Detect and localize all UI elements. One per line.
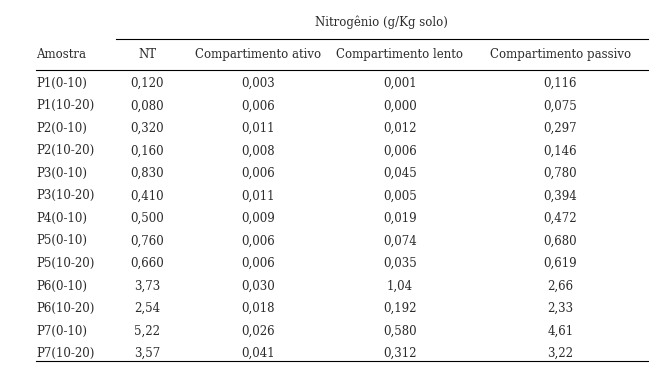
Text: 0,011: 0,011: [241, 122, 274, 135]
Text: 0,619: 0,619: [543, 257, 577, 270]
Text: 0,006: 0,006: [241, 167, 275, 180]
Text: 0,006: 0,006: [241, 99, 275, 113]
Text: 0,011: 0,011: [241, 189, 274, 203]
Text: 0,000: 0,000: [383, 99, 417, 113]
Text: 0,120: 0,120: [130, 77, 164, 90]
Text: 0,019: 0,019: [383, 212, 416, 225]
Text: P7(10-20): P7(10-20): [36, 347, 95, 360]
Text: Nitrogênio (g/Kg solo): Nitrogênio (g/Kg solo): [315, 16, 448, 29]
Text: 0,320: 0,320: [130, 122, 164, 135]
Text: 3,22: 3,22: [547, 347, 573, 360]
Text: 0,006: 0,006: [241, 257, 275, 270]
Text: 0,030: 0,030: [241, 279, 275, 293]
Text: 0,003: 0,003: [241, 77, 275, 90]
Text: P2(0-10): P2(0-10): [36, 122, 87, 135]
Text: 1,04: 1,04: [387, 279, 413, 293]
Text: 2,33: 2,33: [547, 302, 573, 315]
Text: NT: NT: [138, 48, 156, 61]
Text: 3,57: 3,57: [134, 347, 160, 360]
Text: 0,018: 0,018: [241, 302, 274, 315]
Text: P1(0-10): P1(0-10): [36, 77, 87, 90]
Text: 0,830: 0,830: [130, 167, 164, 180]
Text: P7(0-10): P7(0-10): [36, 324, 87, 338]
Text: 0,005: 0,005: [383, 189, 417, 203]
Text: 0,075: 0,075: [543, 99, 577, 113]
Text: 0,041: 0,041: [241, 347, 274, 360]
Text: 3,73: 3,73: [134, 279, 160, 293]
Text: Compartimento lento: Compartimento lento: [336, 48, 463, 61]
Text: P3(0-10): P3(0-10): [36, 167, 87, 180]
Text: Compartimento ativo: Compartimento ativo: [195, 48, 321, 61]
Text: 0,146: 0,146: [543, 144, 577, 158]
Text: Compartimento passivo: Compartimento passivo: [490, 48, 631, 61]
Text: 0,045: 0,045: [383, 167, 417, 180]
Text: 0,080: 0,080: [130, 99, 164, 113]
Text: 0,006: 0,006: [241, 234, 275, 248]
Text: 0,160: 0,160: [130, 144, 164, 158]
Text: 5,22: 5,22: [134, 324, 160, 338]
Text: 0,394: 0,394: [543, 189, 577, 203]
Text: 0,410: 0,410: [130, 189, 164, 203]
Text: P5(10-20): P5(10-20): [36, 257, 95, 270]
Text: 0,001: 0,001: [383, 77, 416, 90]
Text: P2(10-20): P2(10-20): [36, 144, 95, 158]
Text: 0,006: 0,006: [383, 144, 417, 158]
Text: 0,026: 0,026: [241, 324, 274, 338]
Text: P5(0-10): P5(0-10): [36, 234, 87, 248]
Text: 0,009: 0,009: [241, 212, 275, 225]
Text: 0,312: 0,312: [383, 347, 416, 360]
Text: 0,780: 0,780: [543, 167, 577, 180]
Text: Amostra: Amostra: [36, 48, 87, 61]
Text: 0,035: 0,035: [383, 257, 417, 270]
Text: 0,760: 0,760: [130, 234, 164, 248]
Text: 0,500: 0,500: [130, 212, 164, 225]
Text: 0,472: 0,472: [543, 212, 577, 225]
Text: 0,297: 0,297: [543, 122, 577, 135]
Text: 0,580: 0,580: [383, 324, 416, 338]
Text: 2,54: 2,54: [134, 302, 160, 315]
Text: 0,116: 0,116: [543, 77, 577, 90]
Text: 2,66: 2,66: [547, 279, 573, 293]
Text: 0,008: 0,008: [241, 144, 274, 158]
Text: P1(10-20): P1(10-20): [36, 99, 95, 113]
Text: 0,074: 0,074: [383, 234, 417, 248]
Text: 0,192: 0,192: [383, 302, 416, 315]
Text: P6(0-10): P6(0-10): [36, 279, 87, 293]
Text: 0,012: 0,012: [383, 122, 416, 135]
Text: P4(0-10): P4(0-10): [36, 212, 87, 225]
Text: P6(10-20): P6(10-20): [36, 302, 95, 315]
Text: 0,680: 0,680: [543, 234, 577, 248]
Text: P3(10-20): P3(10-20): [36, 189, 95, 203]
Text: 4,61: 4,61: [547, 324, 573, 338]
Text: 0,660: 0,660: [130, 257, 164, 270]
